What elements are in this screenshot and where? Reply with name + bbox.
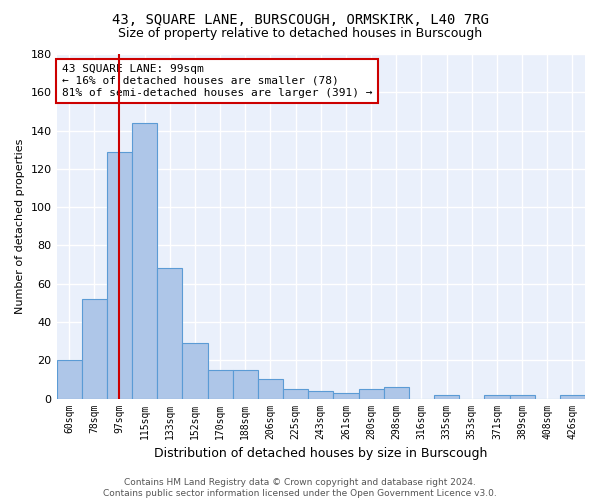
X-axis label: Distribution of detached houses by size in Burscough: Distribution of detached houses by size …: [154, 447, 487, 460]
Bar: [434, 394, 459, 398]
Text: 43 SQUARE LANE: 99sqm
← 16% of detached houses are smaller (78)
81% of semi-deta: 43 SQUARE LANE: 99sqm ← 16% of detached …: [62, 64, 373, 98]
Bar: [484, 394, 509, 398]
Bar: [56, 360, 82, 399]
Text: 43, SQUARE LANE, BURSCOUGH, ORMSKIRK, L40 7RG: 43, SQUARE LANE, BURSCOUGH, ORMSKIRK, L4…: [112, 12, 488, 26]
Bar: [157, 268, 182, 398]
Text: Contains HM Land Registry data © Crown copyright and database right 2024.
Contai: Contains HM Land Registry data © Crown c…: [103, 478, 497, 498]
Y-axis label: Number of detached properties: Number of detached properties: [15, 138, 25, 314]
Text: Size of property relative to detached houses in Burscough: Size of property relative to detached ho…: [118, 28, 482, 40]
Bar: [233, 370, 258, 398]
Bar: [283, 389, 308, 398]
Bar: [359, 389, 383, 398]
Bar: [258, 380, 283, 398]
Bar: [82, 299, 107, 398]
Bar: [383, 387, 409, 398]
Bar: [182, 343, 208, 398]
Bar: [560, 394, 585, 398]
Bar: [334, 393, 359, 398]
Bar: [308, 391, 334, 398]
Bar: [208, 370, 233, 398]
Bar: [132, 123, 157, 398]
Bar: [107, 152, 132, 398]
Bar: [509, 394, 535, 398]
